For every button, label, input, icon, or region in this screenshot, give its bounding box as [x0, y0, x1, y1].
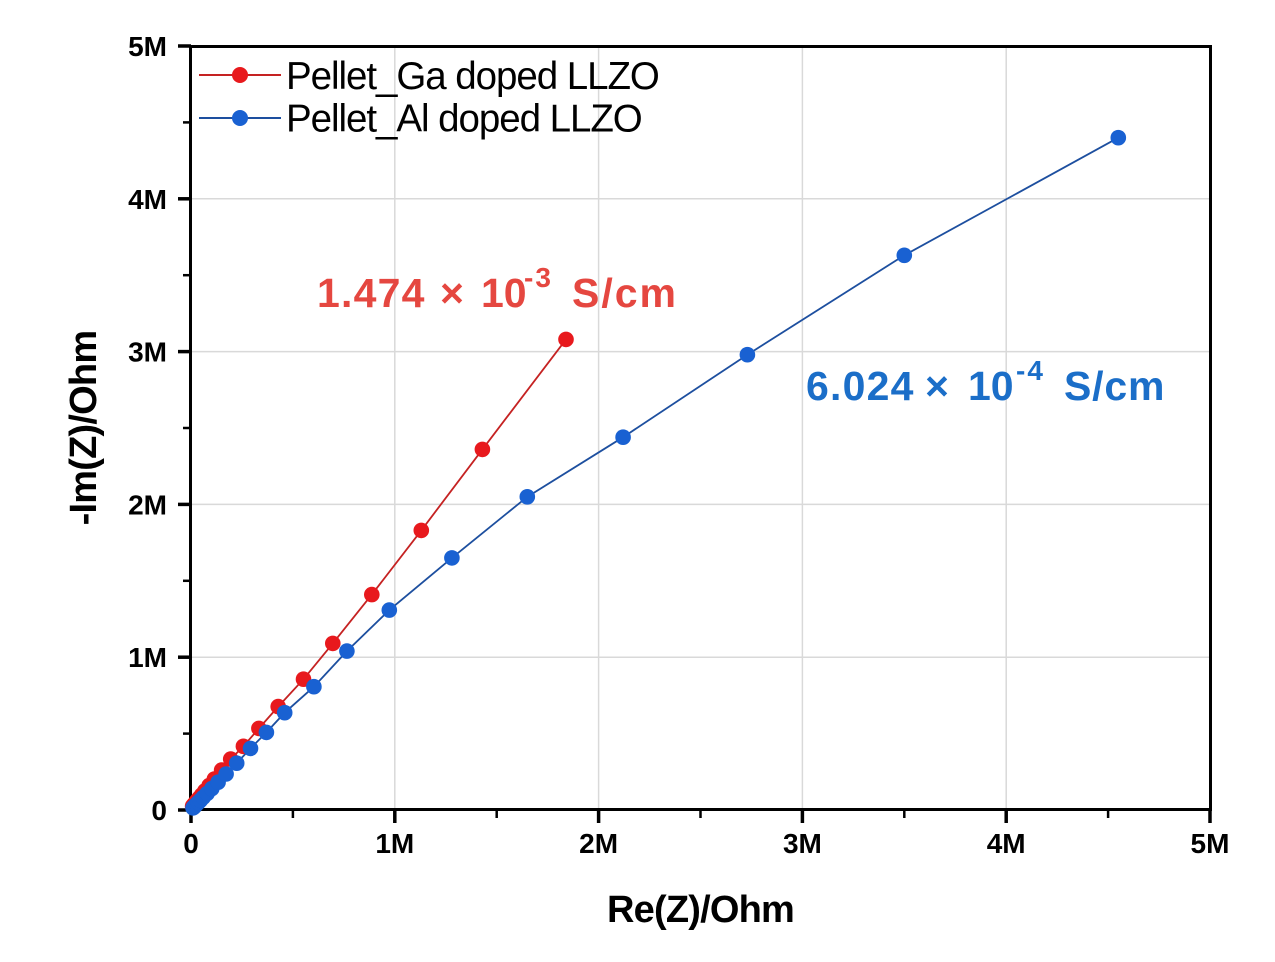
svg-text:0: 0	[151, 795, 167, 826]
svg-text:3M: 3M	[128, 337, 167, 368]
svg-text:-3: -3	[524, 262, 553, 293]
svg-text:×: ×	[925, 363, 949, 409]
svg-text:Re(Z)/Ohm: Re(Z)/Ohm	[607, 889, 794, 931]
svg-text:1M: 1M	[128, 642, 167, 673]
svg-text:1.474: 1.474	[317, 270, 426, 316]
svg-text:6.024: 6.024	[806, 363, 915, 409]
svg-text:2M: 2M	[128, 489, 167, 520]
svg-text:5M: 5M	[128, 31, 167, 62]
svg-text:2M: 2M	[579, 828, 618, 859]
svg-text:-Im(Z)/Ohm: -Im(Z)/Ohm	[63, 331, 105, 526]
svg-text:S/cm: S/cm	[572, 270, 678, 316]
svg-text:10: 10	[481, 270, 527, 316]
svg-text:Pellet_Ga doped LLZO: Pellet_Ga doped LLZO	[286, 55, 659, 98]
svg-text:S/cm: S/cm	[1064, 363, 1165, 409]
svg-text:Pellet_Al doped LLZO: Pellet_Al doped LLZO	[286, 98, 642, 141]
svg-text:4M: 4M	[987, 828, 1026, 859]
svg-text:10: 10	[968, 363, 1014, 409]
svg-text:0: 0	[183, 828, 199, 859]
svg-text:4M: 4M	[128, 184, 167, 215]
svg-text:-4: -4	[1016, 355, 1045, 386]
svg-text:1M: 1M	[375, 828, 414, 859]
svg-text:5M: 5M	[1191, 828, 1230, 859]
svg-text:3M: 3M	[783, 828, 822, 859]
svg-text:×: ×	[440, 270, 464, 316]
